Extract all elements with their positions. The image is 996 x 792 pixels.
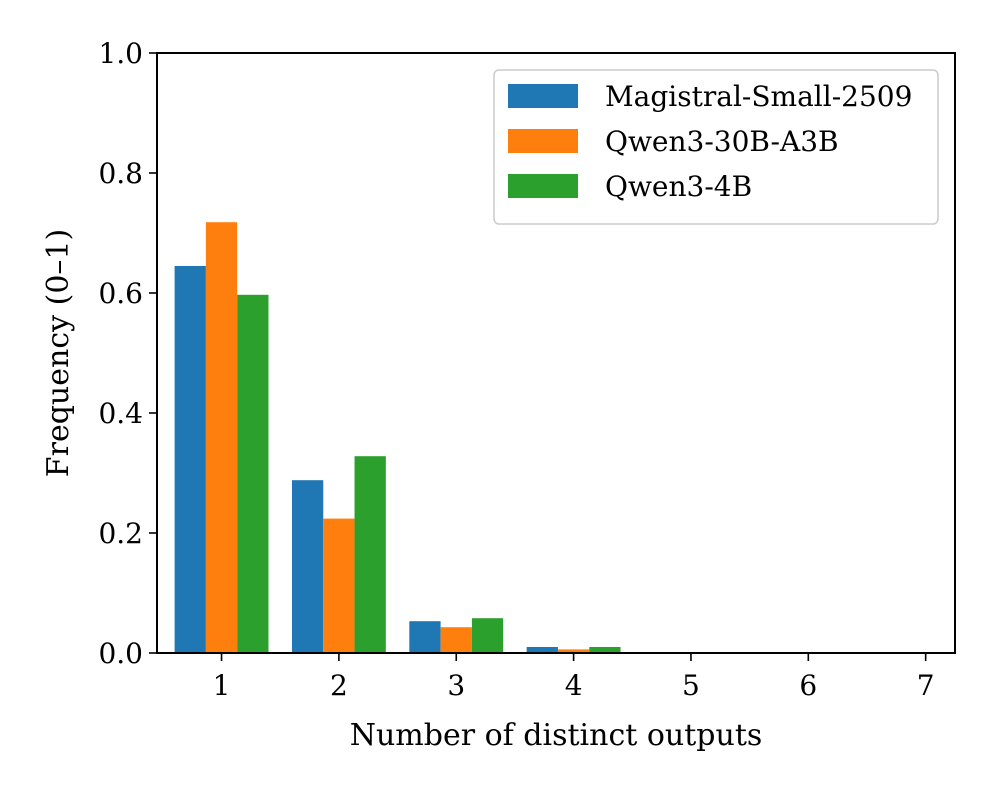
bar-qwen3-30b-a3b-3 [440,627,472,653]
y-axis-label: Frequency (0–1) [41,229,76,477]
y-tick-label: 0.8 [98,157,143,190]
bar-magistral-small-2509-1 [174,266,206,653]
bar-qwen3-4b-1 [237,294,269,653]
y-axis-ticks: 0.0 0.2 0.4 0.6 0.8 1.0 [98,37,157,670]
x-tick-label: 2 [330,669,348,702]
y-tick-label: 0.0 [98,637,143,670]
bar-qwen3-30b-a3b-2 [323,518,355,653]
y-tick-label: 0.2 [98,517,143,550]
legend-swatch [508,129,578,153]
y-tick-label: 0.6 [98,277,143,310]
bar-magistral-small-2509-2 [291,480,324,653]
legend-box [493,69,939,225]
legend-label: Qwen3-4B [605,170,752,203]
bar-qwen3-4b-3 [471,618,504,653]
x-tick-label: 4 [565,669,583,702]
x-axis-ticks: 1 2 3 4 5 6 7 [213,653,935,702]
x-tick-label: 1 [213,669,231,702]
legend-label: Qwen3-30B-A3B [605,125,839,158]
bar-magistral-small-2509-3 [409,621,441,653]
bar-qwen3-30b-a3b-4 [557,649,590,653]
x-axis-label: Number of distinct outputs [350,718,763,753]
y-tick-label: 1.0 [98,37,143,70]
plot-frame [156,52,956,654]
legend-label: Magistral-Small-2509 [605,80,912,113]
x-tick-label: 7 [917,669,935,702]
legend-swatch [508,174,578,198]
x-tick-label: 5 [682,669,700,702]
bar-magistral-small-2509-4 [526,647,558,653]
bar-qwen3-30b-a3b-1 [205,222,238,653]
x-tick-label: 6 [799,669,817,702]
legend-swatch [508,84,578,108]
y-tick-label: 0.4 [98,397,143,430]
legend: Magistral-Small-2509 Qwen3-30B-A3B Qwen3-4… [493,69,939,225]
bars-layer [174,222,621,653]
x-tick-label: 3 [447,669,465,702]
bar-qwen3-4b-4 [589,647,621,653]
bar-qwen3-4b-2 [354,456,386,653]
